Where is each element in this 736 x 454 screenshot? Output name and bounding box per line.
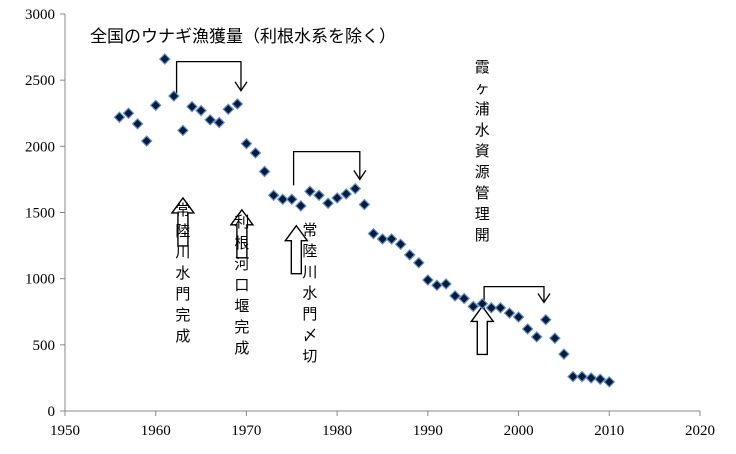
up-arrow <box>170 196 196 247</box>
data-point <box>503 307 516 319</box>
data-point <box>449 290 461 302</box>
x-tick-label: 2010 <box>594 423 624 439</box>
x-tick-label: 2020 <box>685 423 715 439</box>
up-arrow <box>229 208 255 259</box>
data-point <box>177 124 189 137</box>
data-point <box>422 274 434 286</box>
y-tick-label: 2500 <box>25 73 55 89</box>
up-arrow <box>469 305 495 356</box>
data-point <box>131 117 144 130</box>
data-point <box>394 238 407 251</box>
data-point <box>186 100 198 113</box>
data-point <box>140 135 153 147</box>
up-arrows <box>170 196 495 356</box>
annotation-label: 常陸川水門〆切 <box>302 221 317 365</box>
data-point <box>530 331 543 343</box>
data-point <box>322 197 334 210</box>
data-point <box>213 116 226 129</box>
data-point <box>276 193 289 206</box>
annotation-label: 利根河口堰完成 <box>234 213 249 357</box>
data-point <box>431 279 443 292</box>
data-point <box>476 297 489 310</box>
annotation-labels: 常陸川水門完成 利根河口堰完成 常陸川水門〆切 霞ヶ浦水資源管理開 <box>175 58 489 365</box>
data-points <box>113 53 616 388</box>
data-point <box>204 114 216 126</box>
data-point <box>485 301 498 314</box>
data-point <box>168 90 180 102</box>
annotation-label: 霞ヶ浦水資源管理開 <box>475 58 490 244</box>
data-point <box>158 53 171 65</box>
data-point <box>304 185 316 198</box>
y-tick-label: 2000 <box>25 139 55 155</box>
data-point <box>358 198 371 211</box>
data-point <box>367 227 380 240</box>
bracket-line <box>483 285 545 309</box>
data-point <box>295 200 307 212</box>
data-point <box>222 103 235 116</box>
bracket-line <box>292 150 361 186</box>
x-tick-label: 2000 <box>504 423 534 439</box>
data-point <box>521 323 534 335</box>
y-tick-label: 1500 <box>25 206 55 222</box>
y-tick-label: 1000 <box>25 272 55 288</box>
data-point <box>113 111 126 124</box>
data-point <box>440 278 452 290</box>
data-point <box>122 107 135 120</box>
data-point <box>567 370 579 383</box>
data-point <box>195 104 207 117</box>
data-point <box>376 233 389 245</box>
up-arrow <box>283 224 309 275</box>
data-point <box>285 193 298 206</box>
x-tick-label: 1950 <box>50 423 80 439</box>
x-tick-label: 1990 <box>413 423 443 439</box>
y-tick-label: 0 <box>48 404 56 420</box>
data-point <box>512 311 525 323</box>
x-tick-label: 1970 <box>231 423 261 439</box>
bracket-arrowhead <box>537 293 551 304</box>
data-point <box>603 376 616 388</box>
data-point <box>267 189 280 202</box>
bracket-arrowhead <box>353 170 367 181</box>
tick-labels: 0 500 1000 1500 2000 2500 3000 1950 1960 1970 1980… <box>25 7 715 439</box>
data-point <box>331 192 343 204</box>
data-point <box>349 182 362 195</box>
x-tick-label: 1980 <box>322 423 352 439</box>
data-point <box>494 301 507 314</box>
bracket-line <box>175 60 242 97</box>
data-point <box>458 292 470 305</box>
data-point <box>403 248 416 261</box>
data-point <box>585 372 597 384</box>
data-point <box>340 188 353 200</box>
axes <box>60 13 701 416</box>
data-point <box>313 189 325 202</box>
data-point <box>249 147 262 159</box>
x-tick-label: 1960 <box>141 423 171 439</box>
y-tick-label: 500 <box>33 338 56 354</box>
data-point <box>594 373 607 386</box>
data-point <box>149 99 162 112</box>
data-point <box>258 165 271 178</box>
data-point <box>549 332 561 345</box>
bracket-arrowhead <box>234 81 248 92</box>
data-point <box>240 137 253 150</box>
data-point <box>539 313 552 326</box>
data-point <box>467 300 480 313</box>
data-point <box>385 233 398 245</box>
data-point <box>231 98 244 110</box>
bracket-arrows <box>175 60 551 309</box>
annotation-label: 常陸川水門完成 <box>175 201 190 345</box>
data-point <box>576 370 588 383</box>
data-point <box>558 348 570 360</box>
data-point <box>412 256 425 269</box>
chart-title: 全国のウナギ漁獲量（利根水系を除く） <box>90 27 396 47</box>
y-tick-label: 3000 <box>25 7 55 23</box>
